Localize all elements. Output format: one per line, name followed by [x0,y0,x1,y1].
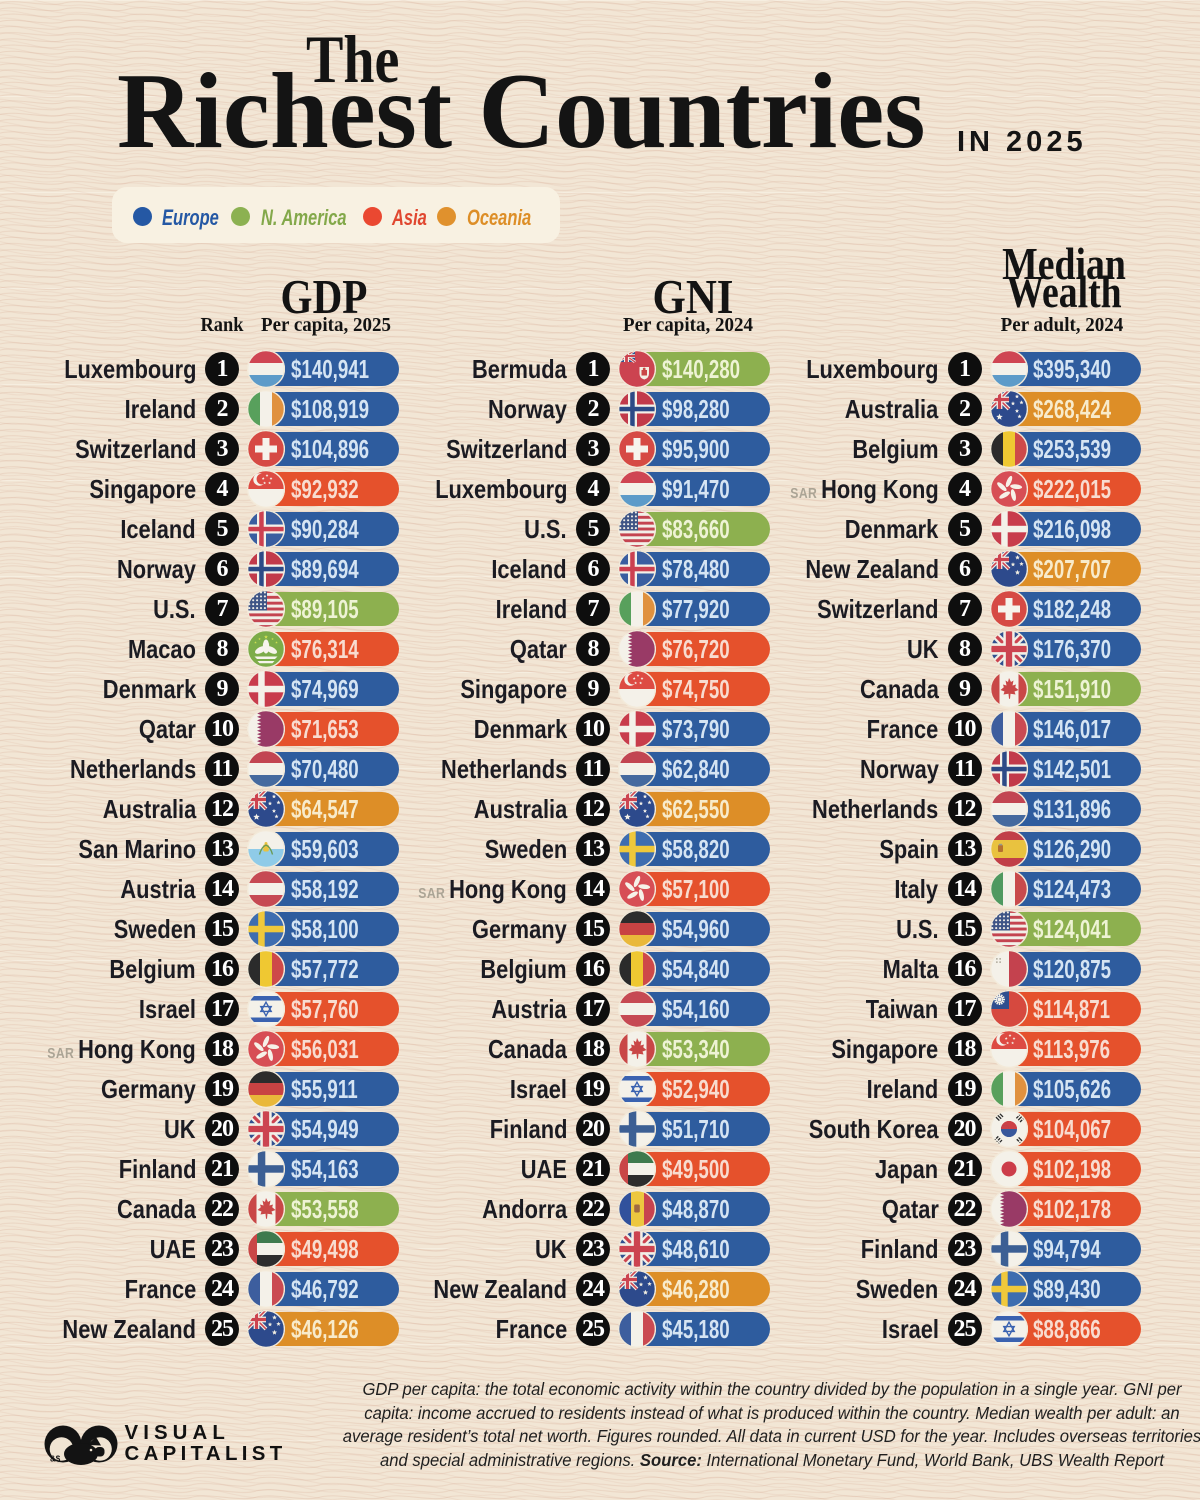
svg-text:&$: &$ [50,1455,61,1464]
